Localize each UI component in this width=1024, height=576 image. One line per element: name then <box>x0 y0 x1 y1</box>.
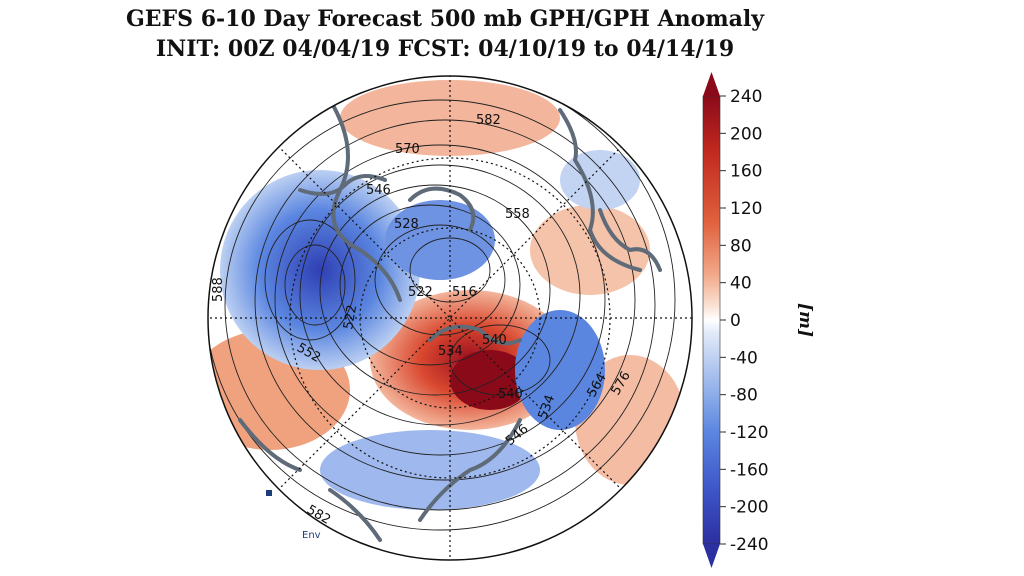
contour-label: 558 <box>505 207 530 222</box>
colorbar-tick-label: -120 <box>730 423 769 443</box>
anomaly-negative-northeast <box>560 150 640 210</box>
colorbar-tick-label: 0 <box>730 311 741 331</box>
coastlines <box>238 98 662 542</box>
contour-label: 540 <box>498 387 523 402</box>
anomaly-negative-north <box>385 200 495 280</box>
anomaly-negative-west <box>220 170 420 370</box>
contour-label: 516 <box>452 285 477 300</box>
colorbar-top-arrow <box>703 72 720 96</box>
contour-label: 522 <box>408 285 433 300</box>
contour-label: 540 <box>482 333 507 348</box>
globe-outline <box>207 75 693 561</box>
contour-label: 588 <box>211 277 226 302</box>
colorbar-tick-label: -40 <box>730 348 758 368</box>
colorbar-tick-label: 80 <box>730 236 752 256</box>
colorbar-tick-label: 160 <box>730 162 762 182</box>
colorbar-tick-label: -160 <box>730 460 769 480</box>
colorbar-tick-label: 40 <box>730 274 752 294</box>
anomaly-field <box>208 76 692 560</box>
colorbar-unit-label: [m] <box>795 303 815 337</box>
colorbar-tick-label: 240 <box>730 87 762 107</box>
contour-label: 582 <box>476 113 501 128</box>
contour-label: 546 <box>366 183 391 198</box>
lat-lon-grid <box>208 76 692 560</box>
colorbar-tick-label: 120 <box>730 199 762 219</box>
colorbar-tick-label: -200 <box>730 498 769 518</box>
colorbar-bar <box>702 95 721 545</box>
colorbar-bottom-arrow <box>703 544 720 568</box>
anomaly-negative-east <box>515 310 605 430</box>
colorbar-tick-label: 200 <box>730 124 762 144</box>
anomaly-negative-south <box>320 430 540 510</box>
height-contours <box>208 76 676 531</box>
contour-label: 528 <box>394 217 419 232</box>
chart-title-line1: GEFS 6-10 Day Forecast 500 mb GPH/GPH An… <box>126 6 764 32</box>
contour-label: 534 <box>438 344 463 359</box>
colorbar: 24020016012080400-40-80-120-160-200-240 … <box>702 72 815 568</box>
logo-mark <box>266 490 272 496</box>
colorbar-tick-label: -80 <box>730 386 758 406</box>
watermark-text: Env <box>302 530 321 541</box>
contour-label: 522 <box>341 304 360 331</box>
anomaly-positive-top <box>340 80 560 156</box>
anomaly-positive-core <box>450 350 530 410</box>
chart-title-line2: INIT: 00Z 04/04/19 FCST: 04/10/19 to 04/… <box>155 36 735 62</box>
colorbar-tick-label: -240 <box>730 535 769 555</box>
contour-label: 570 <box>395 142 420 157</box>
